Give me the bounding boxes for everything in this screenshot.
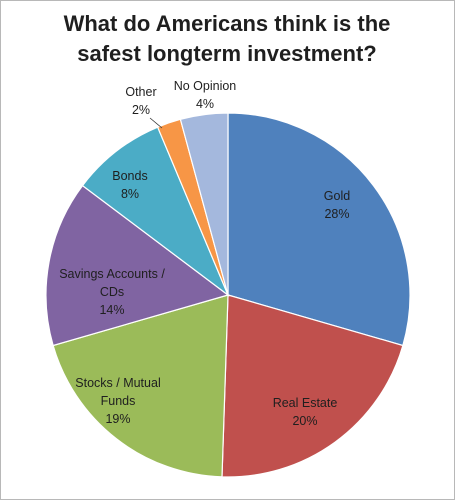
leader-line-other xyxy=(149,117,163,129)
slice-label-real-estate: Real Estate 20% xyxy=(273,396,338,428)
chart-title-line-1: What do Americans think is the xyxy=(64,11,391,36)
pie-slice-bonds xyxy=(81,126,230,297)
pie-slice-no-opinion xyxy=(179,112,229,296)
slice-percent-bonds: 8% xyxy=(121,187,139,201)
pie-slice-savings-accounts-cds xyxy=(45,184,230,347)
slice-label-other: Other 2% xyxy=(125,85,156,117)
slice-name-gold: Gold xyxy=(324,189,350,203)
slice-percent-savings-accounts-cds: 14% xyxy=(99,303,124,317)
slice-name-savings-accounts-cds: CDs xyxy=(100,285,124,299)
slice-label-bonds: Bonds 8% xyxy=(112,169,147,201)
slice-name-real-estate: Real Estate xyxy=(273,396,338,410)
pie-slice-stocks-mutual-funds xyxy=(52,294,229,478)
pie-labels: Gold 28% Real Estate 20% Stocks / Mutual Fund… xyxy=(59,79,350,428)
slice-label-gold: Gold 28% xyxy=(324,189,350,221)
slice-label-savings-accounts-cds: Savings Accounts / CDs 14% xyxy=(59,267,165,317)
slice-label-stocks-mutual-funds: Stocks / Mutual Funds 19% xyxy=(75,376,160,426)
pie-slice-real-estate xyxy=(221,294,404,478)
slice-percent-no-opinion: 4% xyxy=(196,97,214,111)
chart-title-line-2: safest longterm investment? xyxy=(77,41,377,66)
slice-name-bonds: Bonds xyxy=(112,169,147,183)
slice-name-other: Other xyxy=(125,85,156,99)
pie-slices xyxy=(45,112,411,478)
slice-percent-other: 2% xyxy=(132,103,150,117)
slice-percent-stocks-mutual-funds: 19% xyxy=(105,412,130,426)
pie-slice-gold xyxy=(227,112,411,347)
slice-percent-real-estate: 20% xyxy=(292,414,317,428)
slice-name-savings-accounts-cds: Savings Accounts / xyxy=(59,267,165,281)
slice-name-stocks-mutual-funds: Funds xyxy=(101,394,136,408)
slice-name-stocks-mutual-funds: Stocks / Mutual xyxy=(75,376,160,390)
slice-percent-gold: 28% xyxy=(324,207,349,221)
slice-name-no-opinion: No Opinion xyxy=(174,79,237,93)
slice-label-no-opinion: No Opinion 4% xyxy=(174,79,237,111)
